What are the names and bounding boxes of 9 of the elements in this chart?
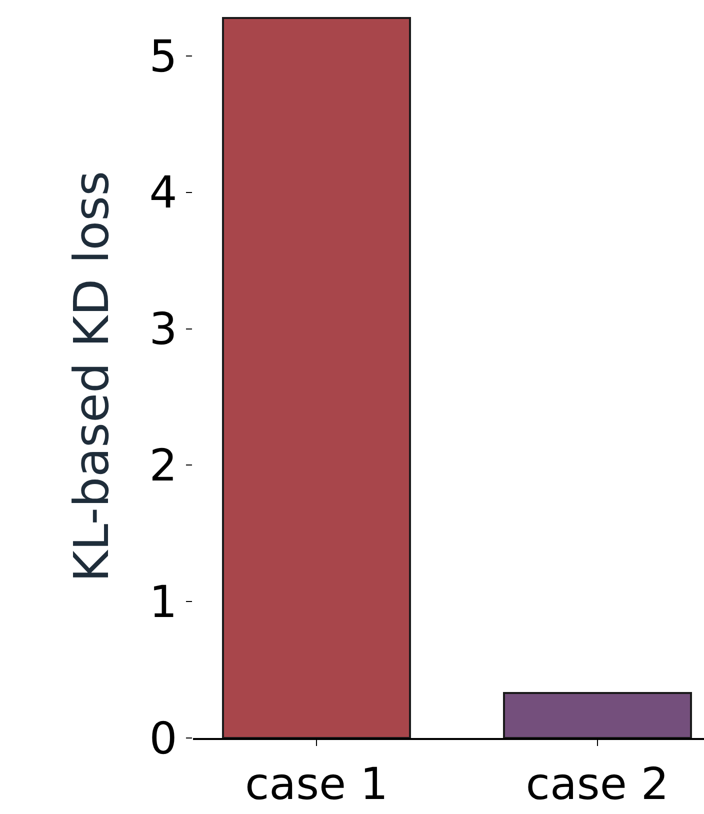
y-tick-label: 1 (149, 576, 178, 628)
y-tick-label: 0 (149, 713, 178, 764)
x-tick-label: case 1 (244, 758, 388, 810)
y-tick-label: 3 (149, 304, 178, 356)
y-tick-label: 2 (149, 440, 178, 492)
y-axis-title: KL-based KD loss (64, 170, 120, 582)
x-tick-label: case 2 (526, 758, 669, 810)
y-tick-label: 4 (149, 168, 178, 219)
y-tick-label: 5 (149, 31, 178, 82)
